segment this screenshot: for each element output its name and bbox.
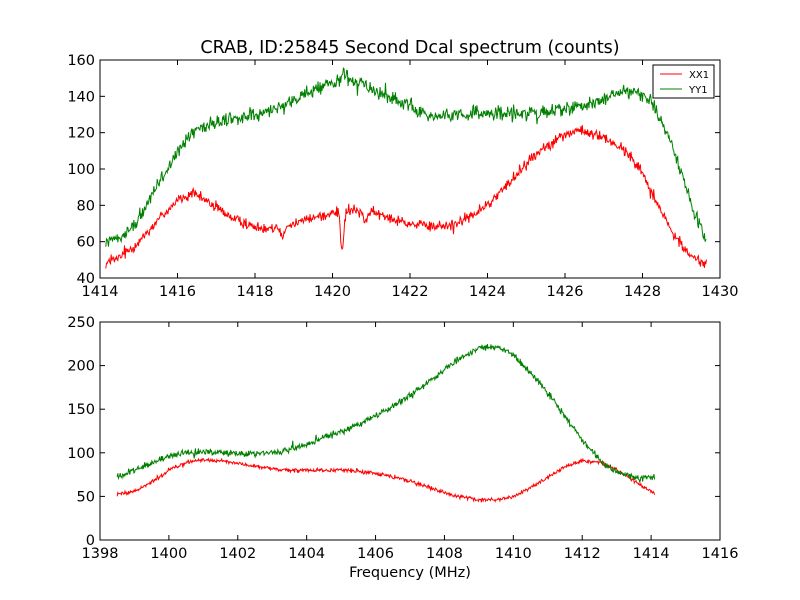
top-series-xx1-line	[105, 125, 707, 269]
bottom-x-tick-label: 1398	[82, 546, 119, 562]
bottom-x-tick-label: 1402	[219, 546, 256, 562]
bottom-x-tick-label: 1414	[633, 546, 670, 562]
top-chart-legend: XX1 YY1	[652, 64, 715, 99]
top-x-tick-label: 1426	[547, 284, 584, 300]
bottom-y-tick-label: 0	[86, 533, 95, 549]
legend-label-xx1: XX1	[689, 70, 709, 81]
bottom-y-tick-label: 200	[67, 359, 95, 375]
top-y-tick-label: 60	[77, 235, 95, 251]
bottom-series-yy1-line	[116, 344, 656, 483]
bottom-chart-x-axis-label: Frequency (MHz)	[349, 565, 471, 581]
top-y-tick-label: 160	[67, 53, 95, 69]
top-y-tick-label: 80	[77, 198, 95, 214]
bottom-chart-ticks: 1398 1400 1402 1404 1406 1408 1410 1412 1414 1416…	[67, 315, 738, 562]
top-y-tick-label: 120	[67, 126, 95, 142]
top-x-tick-label: 1414	[82, 284, 119, 300]
bottom-y-tick-label: 50	[77, 489, 95, 505]
top-chart-series	[105, 67, 707, 269]
top-chart: CRAB, ID:25845 Second Dcal spectrum (cou…	[67, 38, 738, 300]
top-x-tick-label: 1420	[314, 284, 351, 300]
legend-label-yy1: YY1	[688, 85, 708, 96]
bottom-x-tick-label: 1412	[564, 546, 601, 562]
top-y-tick-label: 140	[67, 89, 95, 105]
bottom-x-tick-label: 1410	[495, 546, 532, 562]
top-chart-ticks: 1414 1416 1418 1420 1422 1424 1426 1428 1430 40 60…	[67, 53, 738, 300]
bottom-x-tick-label: 1404	[288, 546, 325, 562]
top-x-tick-label: 1430	[702, 284, 739, 300]
top-x-tick-label: 1416	[159, 284, 196, 300]
bottom-series-xx1-line	[116, 457, 656, 503]
top-chart-title: CRAB, ID:25845 Second Dcal spectrum (cou…	[200, 38, 619, 58]
top-x-tick-label: 1422	[392, 284, 429, 300]
top-x-tick-label: 1424	[469, 284, 506, 300]
bottom-x-tick-label: 1406	[357, 546, 394, 562]
legend-box	[652, 64, 715, 99]
bottom-chart-axes-frame	[99, 321, 721, 541]
top-series-yy1-line	[105, 67, 707, 247]
bottom-y-tick-label: 250	[67, 315, 95, 331]
bottom-chart: 1398 1400 1402 1404 1406 1408 1410 1412 1414 1416…	[67, 315, 738, 581]
top-x-tick-label: 1428	[624, 284, 661, 300]
top-x-tick-label: 1418	[237, 284, 274, 300]
bottom-y-tick-label: 100	[67, 446, 95, 462]
bottom-x-tick-label: 1416	[702, 546, 739, 562]
top-y-tick-label: 40	[77, 271, 95, 287]
bottom-x-tick-label: 1400	[150, 546, 187, 562]
bottom-y-tick-label: 150	[67, 402, 95, 418]
top-y-tick-label: 100	[67, 162, 95, 178]
bottom-chart-series	[116, 344, 656, 503]
bottom-x-tick-label: 1408	[426, 546, 463, 562]
